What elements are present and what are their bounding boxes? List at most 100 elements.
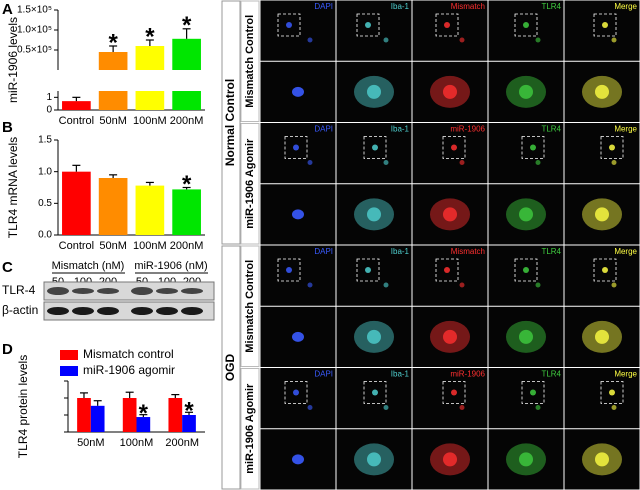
- micrograph: [412, 245, 488, 306]
- y-axis-label: TLR4 protein levels: [16, 355, 30, 458]
- y-tick-label: 0.0: [38, 230, 52, 241]
- channel-label: TLR4: [541, 125, 561, 134]
- cell: [535, 160, 541, 165]
- cell: [372, 144, 378, 151]
- cell: [307, 282, 313, 288]
- panel-letter: B: [2, 119, 13, 136]
- condition-strip: [221, 245, 241, 490]
- cell-body: [367, 84, 381, 99]
- cell: [535, 37, 541, 43]
- cell: [286, 267, 292, 273]
- cell-body: [443, 207, 457, 222]
- x-tick-label: 50nM: [99, 240, 127, 252]
- roi-box: [277, 258, 301, 282]
- cell: [444, 267, 450, 273]
- channel-label: DAPI: [314, 370, 333, 379]
- panel-letter: C: [2, 259, 13, 276]
- panel-letter: D: [2, 341, 13, 358]
- significance-star: *: [184, 398, 194, 425]
- channel-label: Merge: [614, 247, 637, 256]
- bar: [168, 398, 183, 432]
- treatment-strip: [240, 123, 260, 245]
- blot-row-label: β-actin: [2, 303, 38, 317]
- channel-label: TLR4: [541, 247, 561, 256]
- micrograph: [564, 123, 640, 184]
- channel-label: Iba-1: [391, 370, 410, 379]
- cell-body: [443, 329, 457, 344]
- channel-label: Merge: [614, 370, 637, 379]
- cell-body: [443, 452, 457, 467]
- micrograph: [488, 245, 564, 306]
- micrograph: [260, 368, 336, 429]
- cell: [611, 160, 617, 165]
- cell: [293, 389, 299, 396]
- y-axis-label: miR-1906 levels: [6, 17, 20, 103]
- cell-body: [519, 84, 533, 99]
- blot-band: [47, 307, 69, 315]
- bar: [90, 405, 105, 432]
- condition-strip: [221, 0, 241, 245]
- legend-label: Mismatch control: [83, 347, 174, 361]
- roi-box: [442, 136, 466, 159]
- cell-body: [595, 207, 609, 222]
- treatment-label: Mismatch Control: [244, 15, 256, 108]
- bar: [172, 189, 201, 235]
- channel-label: DAPI: [314, 2, 333, 11]
- roi-box: [435, 13, 459, 37]
- cell: [293, 144, 299, 151]
- roi-box: [284, 136, 308, 159]
- treatment-strip: [240, 368, 260, 490]
- cell-zoom: [292, 86, 304, 97]
- roi-box: [284, 381, 308, 404]
- cell: [611, 37, 617, 43]
- bar-upper: [135, 46, 165, 70]
- x-tick-label: 200nM: [165, 437, 199, 449]
- bar: [62, 101, 91, 110]
- cell-body: [595, 329, 609, 344]
- channel-label: Mismatch: [451, 247, 485, 256]
- micrograph: [564, 245, 640, 306]
- micrograph: [336, 368, 412, 429]
- roi-box: [356, 258, 380, 282]
- channel-label: DAPI: [314, 125, 333, 134]
- cell: [286, 22, 292, 28]
- cell-body: [519, 329, 533, 344]
- bar: [77, 398, 91, 432]
- channel-label: DAPI: [314, 247, 333, 256]
- cell: [383, 160, 389, 165]
- cell: [444, 22, 450, 28]
- roi-box: [521, 136, 545, 159]
- cell: [535, 282, 541, 288]
- bar-lower: [98, 91, 128, 110]
- micrograph: [336, 245, 412, 306]
- cell-zoom: [292, 331, 304, 342]
- x-tick-label: 200nM: [170, 115, 204, 127]
- micrograph: [564, 0, 640, 61]
- x-tick-label: 50nM: [77, 437, 105, 449]
- bar-lower: [172, 91, 201, 110]
- cell: [602, 22, 608, 28]
- bar: [122, 398, 137, 432]
- blot-band: [131, 307, 153, 315]
- treatment-label: miR-1906 Agomir: [244, 138, 256, 229]
- cell-body: [367, 452, 381, 467]
- blot-band: [181, 288, 203, 294]
- legend-swatch: [60, 350, 78, 360]
- cell: [307, 37, 313, 43]
- roi-box: [593, 13, 617, 37]
- cell: [535, 405, 541, 410]
- cell: [459, 405, 465, 410]
- channel-label: Iba-1: [391, 2, 410, 11]
- y-tick-label: 1.0×10⁵: [17, 25, 52, 36]
- roi-box: [363, 381, 387, 404]
- y-tick-label: 1.5: [38, 135, 52, 146]
- bar-upper: [172, 38, 201, 70]
- x-tick-label: 100nM: [133, 240, 167, 252]
- channel-label: Merge: [614, 2, 637, 11]
- blot-band: [72, 288, 94, 294]
- cell-body: [519, 452, 533, 467]
- roi-box: [521, 381, 545, 404]
- treatment-label: miR-1906 Agomir: [244, 383, 256, 474]
- cell-body: [595, 84, 609, 99]
- cell: [383, 405, 389, 410]
